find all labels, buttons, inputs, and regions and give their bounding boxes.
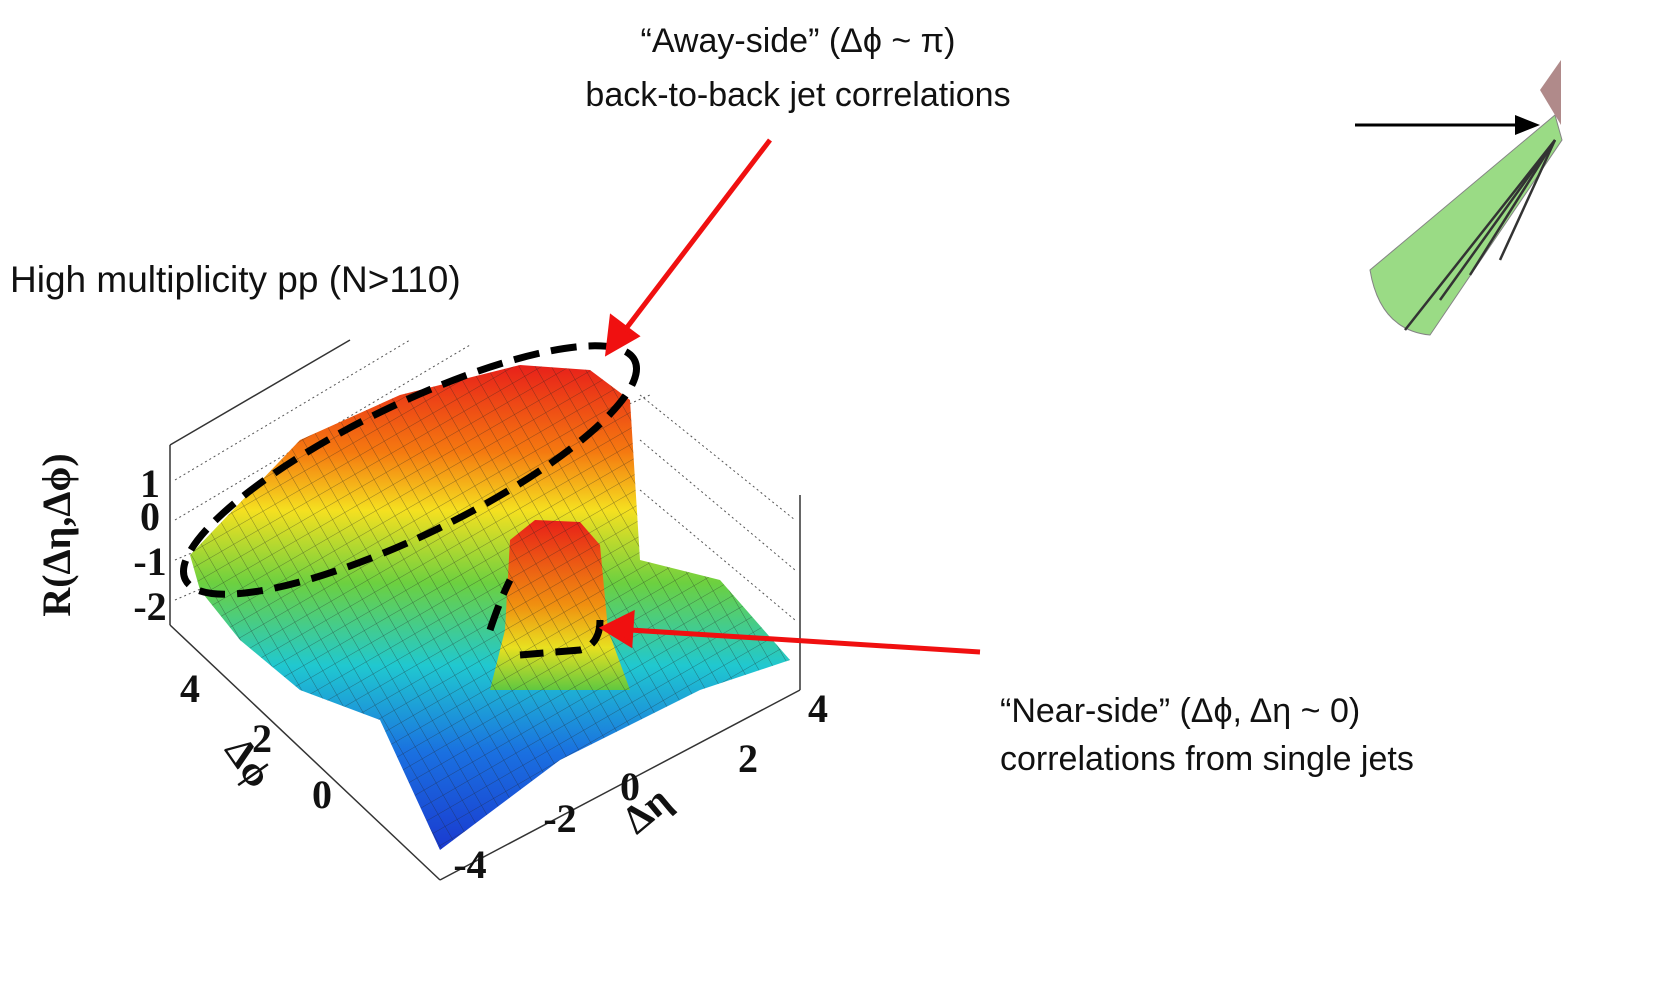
eta-tick-label: 0	[620, 764, 640, 809]
eta-tick-label: -4	[453, 842, 486, 887]
highlight	[180, 342, 640, 659]
phi-tick-label: 4	[180, 666, 200, 711]
peak-mesh	[490, 520, 630, 690]
phi-axis-label: Δϕ	[216, 729, 282, 796]
phi-tick-label: 2	[252, 716, 272, 761]
near-side-text: “Near-side” (Δϕ, Δη ~ 0)	[1000, 692, 1360, 730]
near-side-text: correlations from single jets	[1000, 740, 1414, 778]
jet-sketch	[1355, 60, 1563, 336]
plot-label: High multiplicity pp (N>110)	[10, 259, 461, 300]
away-side-text: “Away-side” (Δϕ ~ π)	[641, 22, 956, 60]
away-side-text: back-to-back jet correlations	[585, 76, 1010, 114]
z-axis-label: R(Δη,Δϕ)	[34, 453, 79, 616]
z-tick-label: -2	[133, 584, 166, 629]
eta-tick-label: -2	[543, 796, 576, 841]
axis-frame	[169, 339, 801, 881]
z-tick-label: -1	[133, 539, 166, 584]
z-tick-label: 0	[140, 494, 160, 539]
eta-tick-label: 4	[808, 686, 828, 731]
z-tick-label: 1	[140, 461, 160, 506]
eta-tick-label: 2	[738, 736, 758, 781]
phi-tick-label: 0	[312, 772, 332, 817]
arrow	[598, 138, 981, 655]
surface-mesh	[190, 365, 790, 850]
